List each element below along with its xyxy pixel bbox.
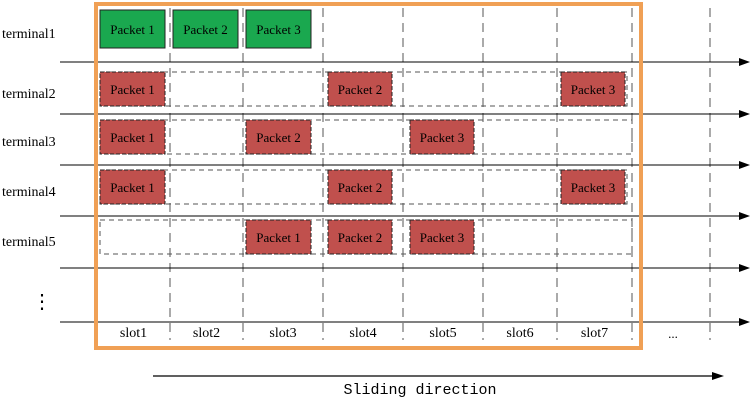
packet-label: Packet 2 bbox=[338, 82, 382, 97]
packet-box bbox=[560, 71, 626, 107]
slot-label: slot2 bbox=[193, 326, 220, 341]
packet-box bbox=[99, 71, 166, 107]
packet-box bbox=[327, 219, 393, 255]
packet-label: Packet 3 bbox=[571, 180, 615, 195]
time-axis-arrowhead bbox=[739, 161, 750, 169]
packet-label: Packet 3 bbox=[420, 230, 464, 245]
packet-box bbox=[560, 169, 626, 205]
terminal-label: terminal1 bbox=[2, 27, 56, 42]
packet-box bbox=[327, 71, 393, 107]
packets-layer: Packet 1 Packet 2 Packet 3 Packet 1 Packet 2… bbox=[99, 9, 626, 255]
slot-label: slot4 bbox=[349, 326, 376, 341]
slot-label: slot3 bbox=[269, 326, 296, 341]
packet-box bbox=[409, 119, 475, 155]
slot-grid bbox=[96, 8, 711, 340]
terminal-label: terminal3 bbox=[2, 135, 56, 150]
more-slots-ellipsis: ... bbox=[668, 326, 678, 341]
packet-label: Packet 3 bbox=[420, 130, 464, 145]
slot-labels: slot1 slot2 slot3 slot4 slot5 slot6 slot7 bbox=[120, 326, 608, 341]
packet-label: Packet 1 bbox=[110, 180, 154, 195]
sliding-direction-label: Sliding direction bbox=[343, 382, 496, 399]
packet-label: Packet 1 bbox=[110, 82, 154, 97]
slot-label: slot5 bbox=[429, 326, 456, 341]
packet-label: Packet 1 bbox=[110, 130, 154, 145]
sliding-window-frame bbox=[94, 2, 643, 350]
terminal-label: terminal5 bbox=[2, 235, 56, 250]
packet-box bbox=[99, 9, 166, 49]
packet-box bbox=[245, 9, 312, 49]
transmission-band bbox=[99, 119, 633, 155]
packet-box bbox=[172, 9, 239, 49]
time-axis-arrowhead bbox=[739, 264, 750, 272]
packet-label: Packet 2 bbox=[338, 230, 382, 245]
slot-label: slot7 bbox=[581, 326, 608, 341]
time-axis-arrowhead bbox=[739, 110, 750, 118]
terminal-label: terminal4 bbox=[2, 185, 56, 200]
packet-box bbox=[327, 169, 393, 205]
packet-label: Packet 1 bbox=[256, 230, 300, 245]
packet-label: Packet 1 bbox=[110, 22, 154, 37]
time-axis-arrowhead bbox=[739, 318, 750, 326]
packet-label: Packet 3 bbox=[256, 22, 300, 37]
packet-label: Packet 3 bbox=[571, 82, 615, 97]
packet-box bbox=[99, 169, 166, 205]
packet-box bbox=[245, 219, 312, 255]
slot-label: slot6 bbox=[506, 326, 533, 341]
packet-label: Packet 2 bbox=[183, 22, 227, 37]
packet-label: Packet 2 bbox=[338, 180, 382, 195]
packet-box bbox=[245, 119, 312, 155]
packet-box bbox=[99, 119, 166, 155]
slot-label: slot1 bbox=[120, 326, 147, 341]
packet-box bbox=[409, 219, 475, 255]
packet-label: Packet 2 bbox=[256, 130, 300, 145]
sliding-direction-arrowhead bbox=[712, 372, 724, 380]
terminal-label: terminal2 bbox=[2, 87, 56, 102]
time-axis-arrowhead bbox=[739, 58, 750, 66]
more-terminals-marker: ⋮ bbox=[32, 291, 52, 313]
time-axis-arrowhead bbox=[739, 212, 750, 220]
